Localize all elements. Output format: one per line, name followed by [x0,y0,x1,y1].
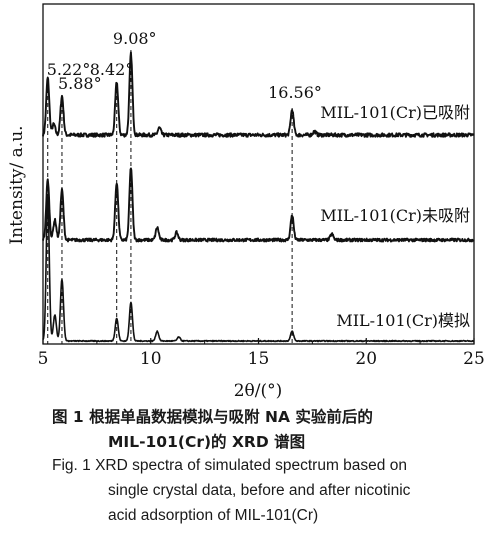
series-line-1 [42,167,475,243]
series-line-0 [42,51,475,138]
x-tick-label-0: 5 [38,349,49,369]
caption-en-line-3: acid adsorption of MIL-101(Cr) [108,507,319,524]
caption-cn-line-2: MIL-101(Cr)的 XRD 谱图 [108,433,306,451]
x-tick-label-4: 25 [463,349,485,369]
x-tick-label-2: 15 [248,349,270,369]
x-axis: 5 10 15 20 25 [38,338,485,369]
series-label-1: MIL-101(Cr)未吸附 [320,206,470,225]
plot-area: 5.22°5.88°8.42° 9.08° 16.56°MIL-101(Cr)已吸附… [42,29,475,344]
peak-label-0: 5.22° [47,60,91,79]
peak-label-3: 9.08° [113,29,157,48]
x-tick-label-1: 10 [140,349,162,369]
series-label-0: MIL-101(Cr)已吸附 [320,103,470,122]
caption-en-line-1: Fig. 1 XRD spectra of simulated spectrum… [52,457,407,474]
series-label-2: MIL-101(Cr)模拟 [336,311,470,330]
caption-en-line-2: single crystal data, before and after ni… [108,482,411,499]
caption-cn-line-1: 图 1 根据单晶数据模拟与吸附 NA 实验前后的 [52,408,373,426]
peak-label-1: 5.88° [58,74,102,93]
plot-frame [42,3,475,345]
x-axis-title: 2θ/(°) [234,381,283,400]
peak-label-2: 8.42° [90,60,134,79]
peak-label-4: 16.56° [268,83,322,102]
y-axis-title: Intensity/ a.u. [7,125,27,244]
xrd-chart: 5.22°5.88°8.42° 9.08° 16.56°MIL-101(Cr)已吸附… [7,3,485,400]
x-tick-label-3: 20 [355,349,377,369]
